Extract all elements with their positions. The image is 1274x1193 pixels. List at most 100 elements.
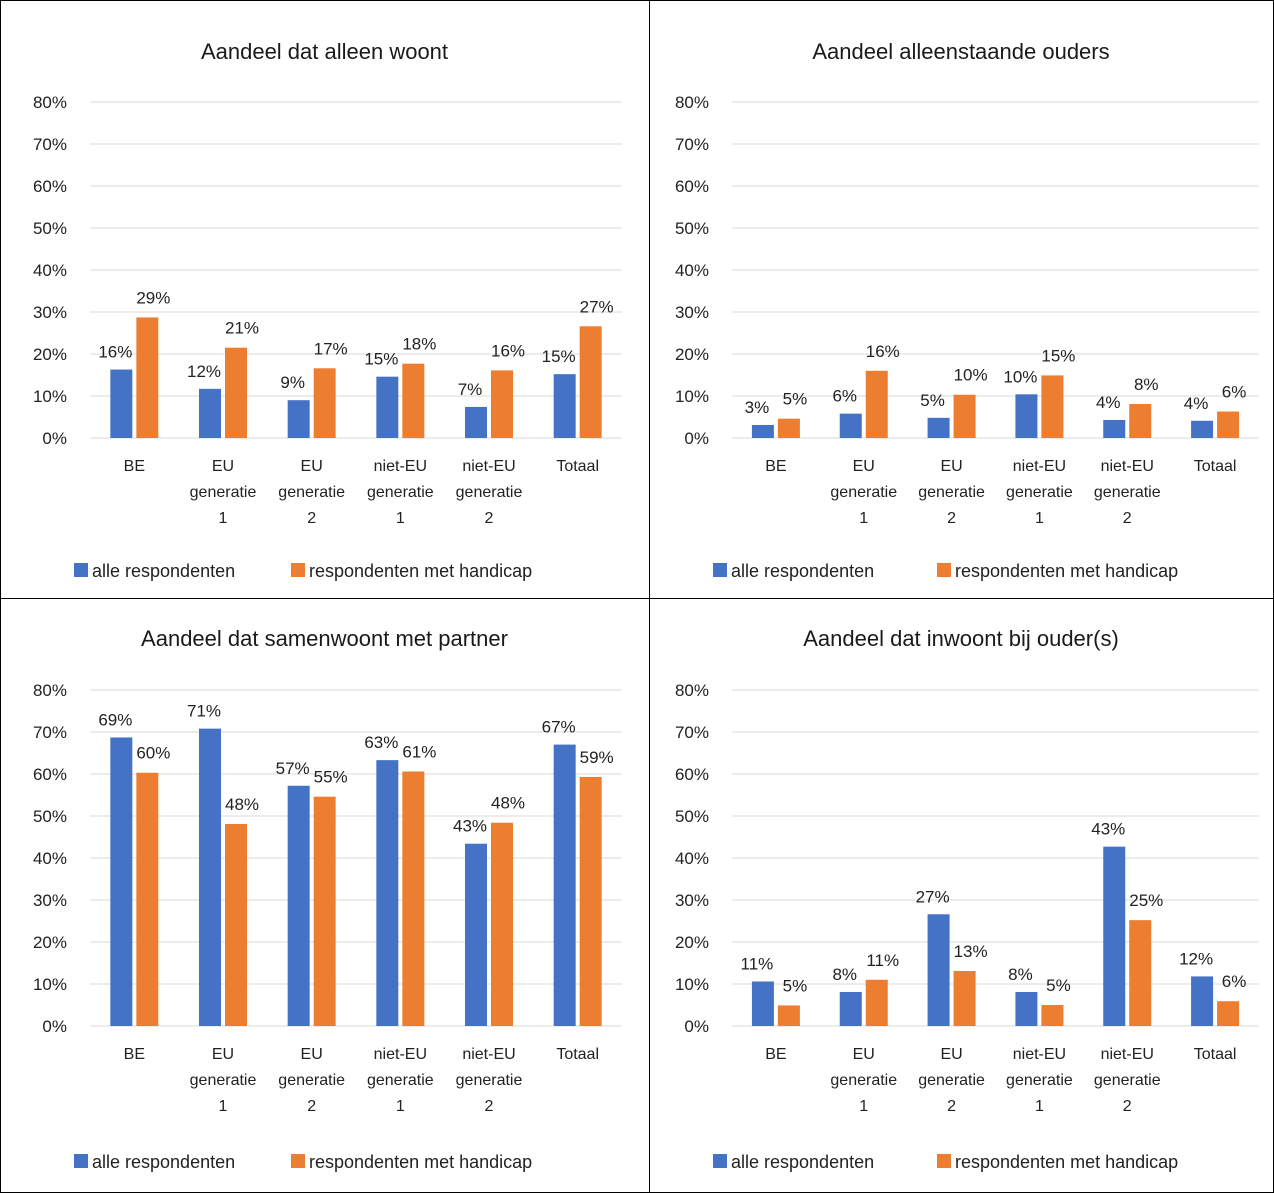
category-label: Totaal — [556, 458, 599, 475]
data-label: 10% — [954, 366, 988, 385]
legend-swatch — [291, 563, 305, 577]
legend-label: alle respondenten — [731, 1152, 874, 1172]
data-label: 69% — [98, 710, 132, 729]
data-label: 55% — [314, 768, 348, 787]
category-label: EU — [853, 1046, 875, 1063]
y-tick-label: 0% — [42, 1017, 67, 1036]
y-tick-label: 20% — [675, 345, 709, 364]
category-label: 2 — [485, 1098, 494, 1115]
category-label: generatie — [367, 484, 434, 501]
bar-respondenten-met-handicap — [491, 370, 513, 438]
bar-respondenten-met-handicap — [1217, 1001, 1240, 1026]
chart-title: Aandeel dat alleen woont — [201, 39, 448, 64]
category-label: generatie — [456, 484, 523, 501]
chart-title: Aandeel dat samenwoont met partner — [141, 626, 508, 651]
bar-respondenten-met-handicap — [313, 368, 336, 438]
category-label: 1 — [859, 510, 868, 527]
y-tick-label: 80% — [33, 681, 67, 700]
legend-label: alle respondenten — [92, 561, 235, 581]
data-label: 5% — [783, 976, 808, 995]
category-label: generatie — [278, 1072, 345, 1089]
category-label: niet-EU — [1101, 458, 1154, 475]
category-label: niet-EU — [374, 458, 427, 475]
bar-respondenten-met-handicap — [225, 347, 247, 438]
data-label: 18% — [402, 335, 436, 354]
legend-swatch — [291, 1154, 305, 1168]
y-tick-label: 40% — [33, 849, 67, 868]
chart-panel-3: Aandeel dat samenwoont met partner 0% 10% 2… — [0, 598, 650, 1193]
data-label: 13% — [954, 942, 988, 961]
data-label: 15% — [1041, 346, 1075, 365]
bar-respondenten-met-handicap — [777, 418, 800, 438]
data-label: 48% — [225, 795, 259, 814]
bar-alle-respondenten — [199, 388, 221, 438]
category-label: 2 — [485, 510, 494, 527]
category-label: 1 — [1035, 1098, 1044, 1115]
category-label: generatie — [1006, 484, 1073, 501]
category-label: EU — [212, 1046, 234, 1063]
y-tick-label: 30% — [675, 303, 709, 322]
data-label: 48% — [491, 794, 525, 813]
y-tick-label: 40% — [33, 261, 67, 280]
category-label: niet-EU — [1013, 458, 1066, 475]
y-tick-label: 0% — [42, 429, 67, 448]
data-label: 61% — [402, 742, 436, 761]
category-label: generatie — [830, 1072, 897, 1089]
legend-label: alle respondenten — [92, 1152, 235, 1172]
data-label: 43% — [1091, 820, 1125, 839]
data-label: 60% — [136, 744, 170, 763]
category-label: generatie — [918, 484, 985, 501]
data-label: 4% — [1184, 394, 1209, 413]
bar-respondenten-met-handicap — [579, 776, 602, 1026]
bar-alle-respondenten — [1191, 976, 1214, 1026]
data-label: 25% — [1129, 891, 1163, 910]
data-label: 8% — [1134, 375, 1159, 394]
bar-alle-respondenten — [553, 744, 576, 1026]
bar-respondenten-met-handicap — [1129, 403, 1152, 438]
bar-respondenten-met-handicap — [865, 979, 888, 1026]
bar-respondenten-met-handicap — [953, 970, 976, 1026]
y-tick-label: 60% — [675, 765, 709, 784]
bar-alle-respondenten — [1015, 991, 1038, 1026]
bar-alle-respondenten — [553, 374, 576, 438]
category-label: generatie — [918, 1072, 985, 1089]
chart-panel-2: Aandeel alleenstaande ouders 0% 10% 20% 30% 4… — [649, 0, 1274, 599]
category-label: EU — [940, 458, 962, 475]
category-label: BE — [765, 1046, 786, 1063]
category-label: generatie — [367, 1072, 434, 1089]
y-tick-label: 20% — [33, 933, 67, 952]
category-label: niet-EU — [1101, 1046, 1154, 1063]
chart-panel-1: Aandeel dat alleen woont 0% 10% 20% 30% 40% 50… — [0, 0, 650, 599]
y-tick-label: 30% — [33, 303, 67, 322]
y-tick-label: 30% — [675, 891, 709, 910]
bar-respondenten-met-handicap — [777, 1005, 800, 1026]
bar-respondenten-met-handicap — [225, 823, 247, 1026]
category-label: 1 — [396, 1098, 405, 1115]
legend-swatch — [74, 563, 88, 577]
category-label: BE — [765, 458, 786, 475]
bar-respondenten-met-handicap — [1217, 411, 1240, 438]
category-label: 1 — [219, 510, 228, 527]
legend-swatch — [937, 1154, 951, 1168]
y-tick-label: 10% — [675, 975, 709, 994]
data-label: 29% — [136, 288, 170, 307]
bar-alle-respondenten — [376, 376, 399, 438]
y-tick-label: 70% — [675, 723, 709, 742]
bar-respondenten-met-handicap — [1041, 375, 1064, 438]
category-label: EU — [940, 1046, 962, 1063]
data-label: 63% — [364, 733, 398, 752]
category-label: BE — [124, 1046, 145, 1063]
y-tick-label: 70% — [33, 135, 67, 154]
bar-alle-respondenten — [110, 737, 133, 1026]
data-label: 71% — [187, 702, 221, 721]
category-label: EU — [301, 1046, 323, 1063]
chart-svg: Aandeel alleenstaande ouders 0% 10% 20% 30% 4… — [675, 39, 1259, 581]
legend-label: respondenten met handicap — [955, 561, 1178, 581]
legend-swatch — [74, 1154, 88, 1168]
data-label: 43% — [453, 817, 487, 836]
legend-swatch — [713, 1154, 727, 1168]
data-label: 4% — [1096, 393, 1121, 412]
data-label: 10% — [1003, 367, 1037, 386]
category-label: niet-EU — [374, 1046, 427, 1063]
